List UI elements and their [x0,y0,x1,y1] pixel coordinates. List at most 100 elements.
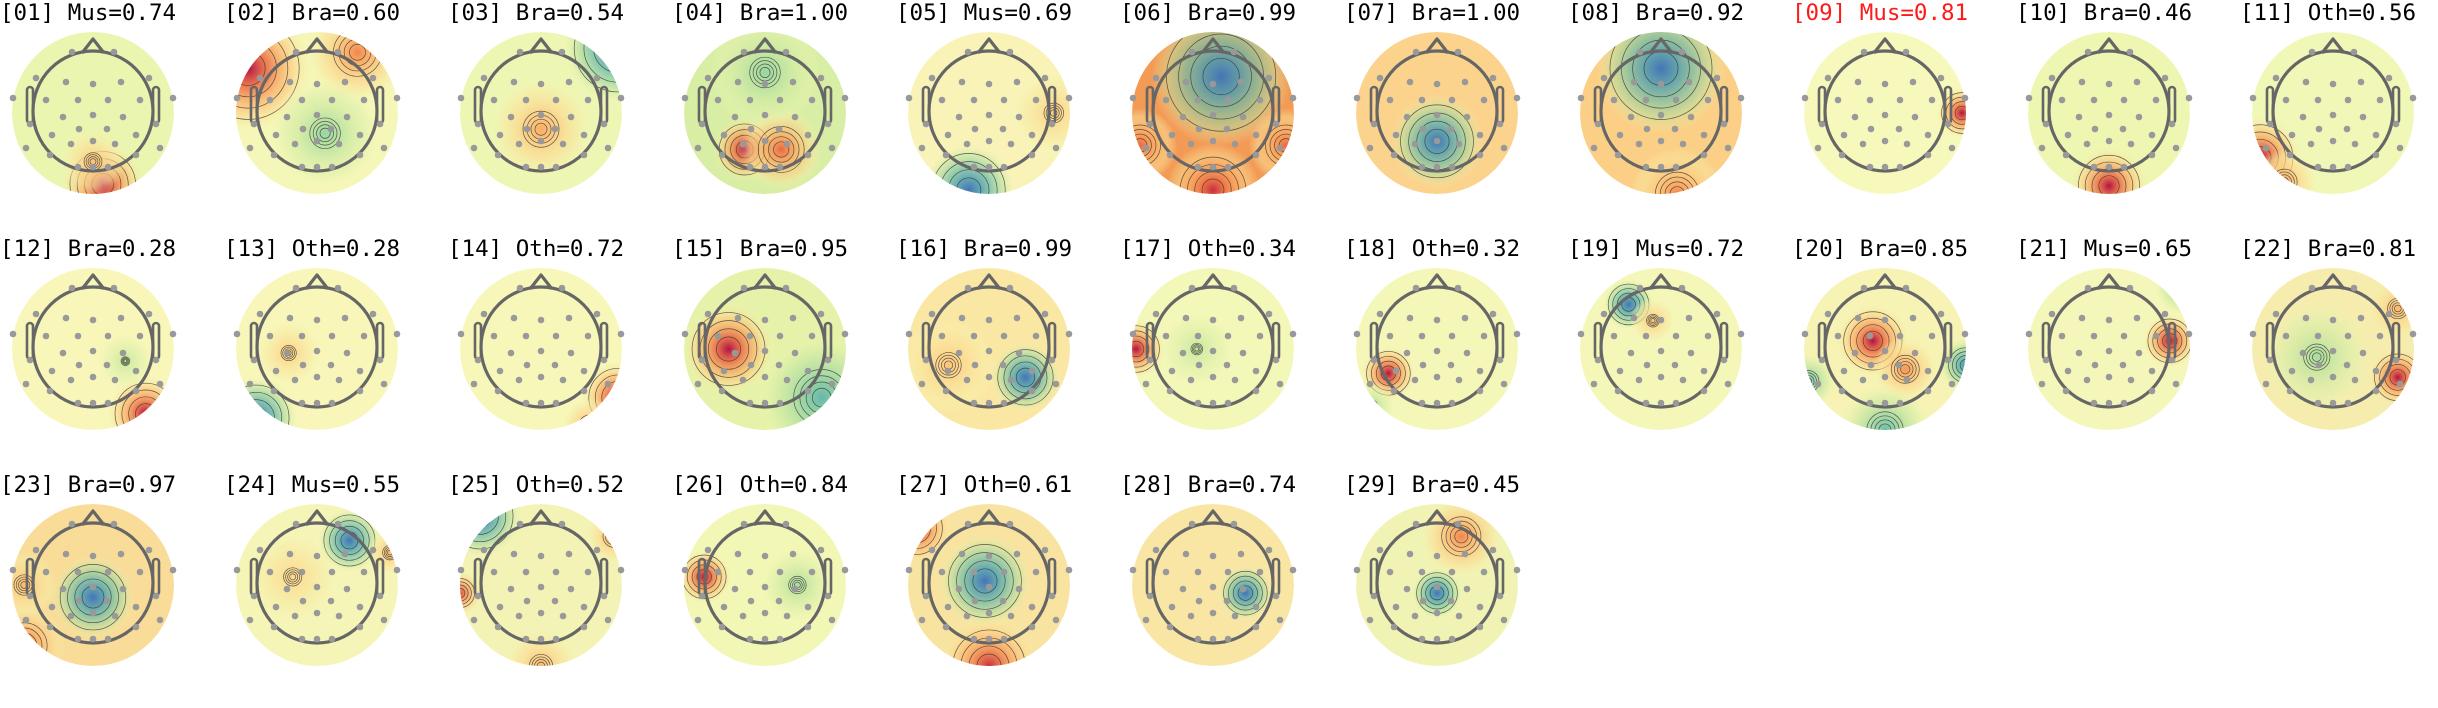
topomap [2025,32,2193,194]
topomap [1129,504,1297,666]
component-title: [07] Bra=1.00 [1344,0,1521,26]
topomap [905,268,1073,430]
component-panel-16: [16] Bra=0.99 [896,236,1120,472]
topomap-field [236,268,398,430]
component-title: [17] Oth=0.34 [1120,236,1297,262]
component-title: [21] Mus=0.65 [2016,236,2193,262]
electrode-markers [1129,48,1297,171]
component-panel-13: [13] Oth=0.28 [224,236,448,472]
component-panel-08: [08] Bra=0.92 [1568,0,1792,236]
electrode-markers [1353,520,1521,643]
electrode-markers [2025,48,2193,171]
component-title: [13] Oth=0.28 [224,236,401,262]
component-panel-10: [10] Bra=0.46 [2016,0,2240,236]
component-panel-18: [18] Oth=0.32 [1344,236,1568,472]
electrode-markers [1801,284,1969,407]
component-panel-14: [14] Oth=0.72 [448,236,672,472]
topomap [457,268,625,430]
electrode-markers [2249,48,2417,171]
electrode-markers [2249,284,2417,407]
component-panel-28: [28] Bra=0.74 [1120,472,1344,708]
topomap [2249,32,2417,194]
topomap [2249,268,2417,430]
electrode-markers [1801,48,1969,171]
component-panel-12: [12] Bra=0.28 [0,236,224,472]
topomap [1129,268,1297,430]
topomap-field [12,504,174,666]
electrode-markers [1577,48,1745,171]
component-panel-04: [04] Bra=1.00 [672,0,896,236]
component-title: [19] Mus=0.72 [1568,236,1745,262]
topomap [9,504,177,666]
topomap [681,504,849,666]
component-title: [12] Bra=0.28 [0,236,177,262]
component-title: [22] Bra=0.81 [2240,236,2417,262]
component-panel-07: [07] Bra=1.00 [1344,0,1568,236]
component-title: [05] Mus=0.69 [896,0,1073,26]
electrode-markers [457,520,625,643]
head-outline-icon [1369,509,1505,645]
component-panel-26: [26] Oth=0.84 [672,472,896,708]
head-outline-icon [1369,37,1505,173]
component-panel-24: [24] Mus=0.55 [224,472,448,708]
electrode-markers [905,520,1073,643]
component-panel-17: [17] Oth=0.34 [1120,236,1344,472]
topomap [681,32,849,194]
component-panel-03: [03] Bra=0.54 [448,0,672,236]
head-outline-icon [2265,273,2401,409]
topomap [457,504,625,666]
topomap [1801,32,1969,194]
component-title: [20] Bra=0.85 [1792,236,1969,262]
electrode-markers [2025,284,2193,407]
component-panel-27: [27] Oth=0.61 [896,472,1120,708]
electrode-markers [9,520,177,643]
head-outline-icon [1593,273,1729,409]
component-panel-01: [01] Mus=0.74 [0,0,224,236]
electrode-markers [233,48,401,171]
component-panel-06: [06] Bra=0.99 [1120,0,1344,236]
component-title: [11] Oth=0.56 [2240,0,2417,26]
component-title: [02] Bra=0.60 [224,0,401,26]
component-panel-25: [25] Oth=0.52 [448,472,672,708]
electrode-markers [1577,284,1745,407]
topomap [1353,268,1521,430]
topomap-field [460,268,622,430]
topomap [1577,32,1745,194]
electrode-markers [9,48,177,171]
component-title: [24] Mus=0.55 [224,472,401,498]
topomap-field [2252,32,2414,194]
electrode-markers [1129,284,1297,407]
topomap [233,268,401,430]
component-title-flagged: [09] Mus=0.81 [1792,0,1969,26]
head-outline-icon [1817,37,1953,173]
component-panel-09: [09] Mus=0.81 [1792,0,2016,236]
component-panel-05: [05] Mus=0.69 [896,0,1120,236]
component-title: [06] Bra=0.99 [1120,0,1297,26]
head-outline-icon [1145,509,1281,645]
component-title: [27] Oth=0.61 [896,472,1073,498]
topomap [9,32,177,194]
component-title: [18] Oth=0.32 [1344,236,1521,262]
component-panel-02: [02] Bra=0.60 [224,0,448,236]
component-panel-15: [15] Bra=0.95 [672,236,896,472]
component-title: [29] Bra=0.45 [1344,472,1521,498]
component-panel-19: [19] Mus=0.72 [1568,236,1792,472]
component-title: [10] Bra=0.46 [2016,0,2193,26]
electrode-markers [1353,48,1521,171]
head-outline-icon [2041,273,2177,409]
topomap [1801,268,1969,430]
component-title: [14] Oth=0.72 [448,236,625,262]
component-title: [04] Bra=1.00 [672,0,849,26]
electrode-markers [457,48,625,171]
component-title: [15] Bra=0.95 [672,236,849,262]
topomap [233,504,401,666]
topomap [1353,32,1521,194]
electrode-markers [233,284,401,407]
electrode-markers [9,284,177,407]
topomap [1577,268,1745,430]
topomap-field [684,268,846,430]
electrode-markers [457,284,625,407]
electrode-markers [1353,284,1521,407]
electrode-markers [233,520,401,643]
component-panel-11: [11] Oth=0.56 [2240,0,2438,236]
